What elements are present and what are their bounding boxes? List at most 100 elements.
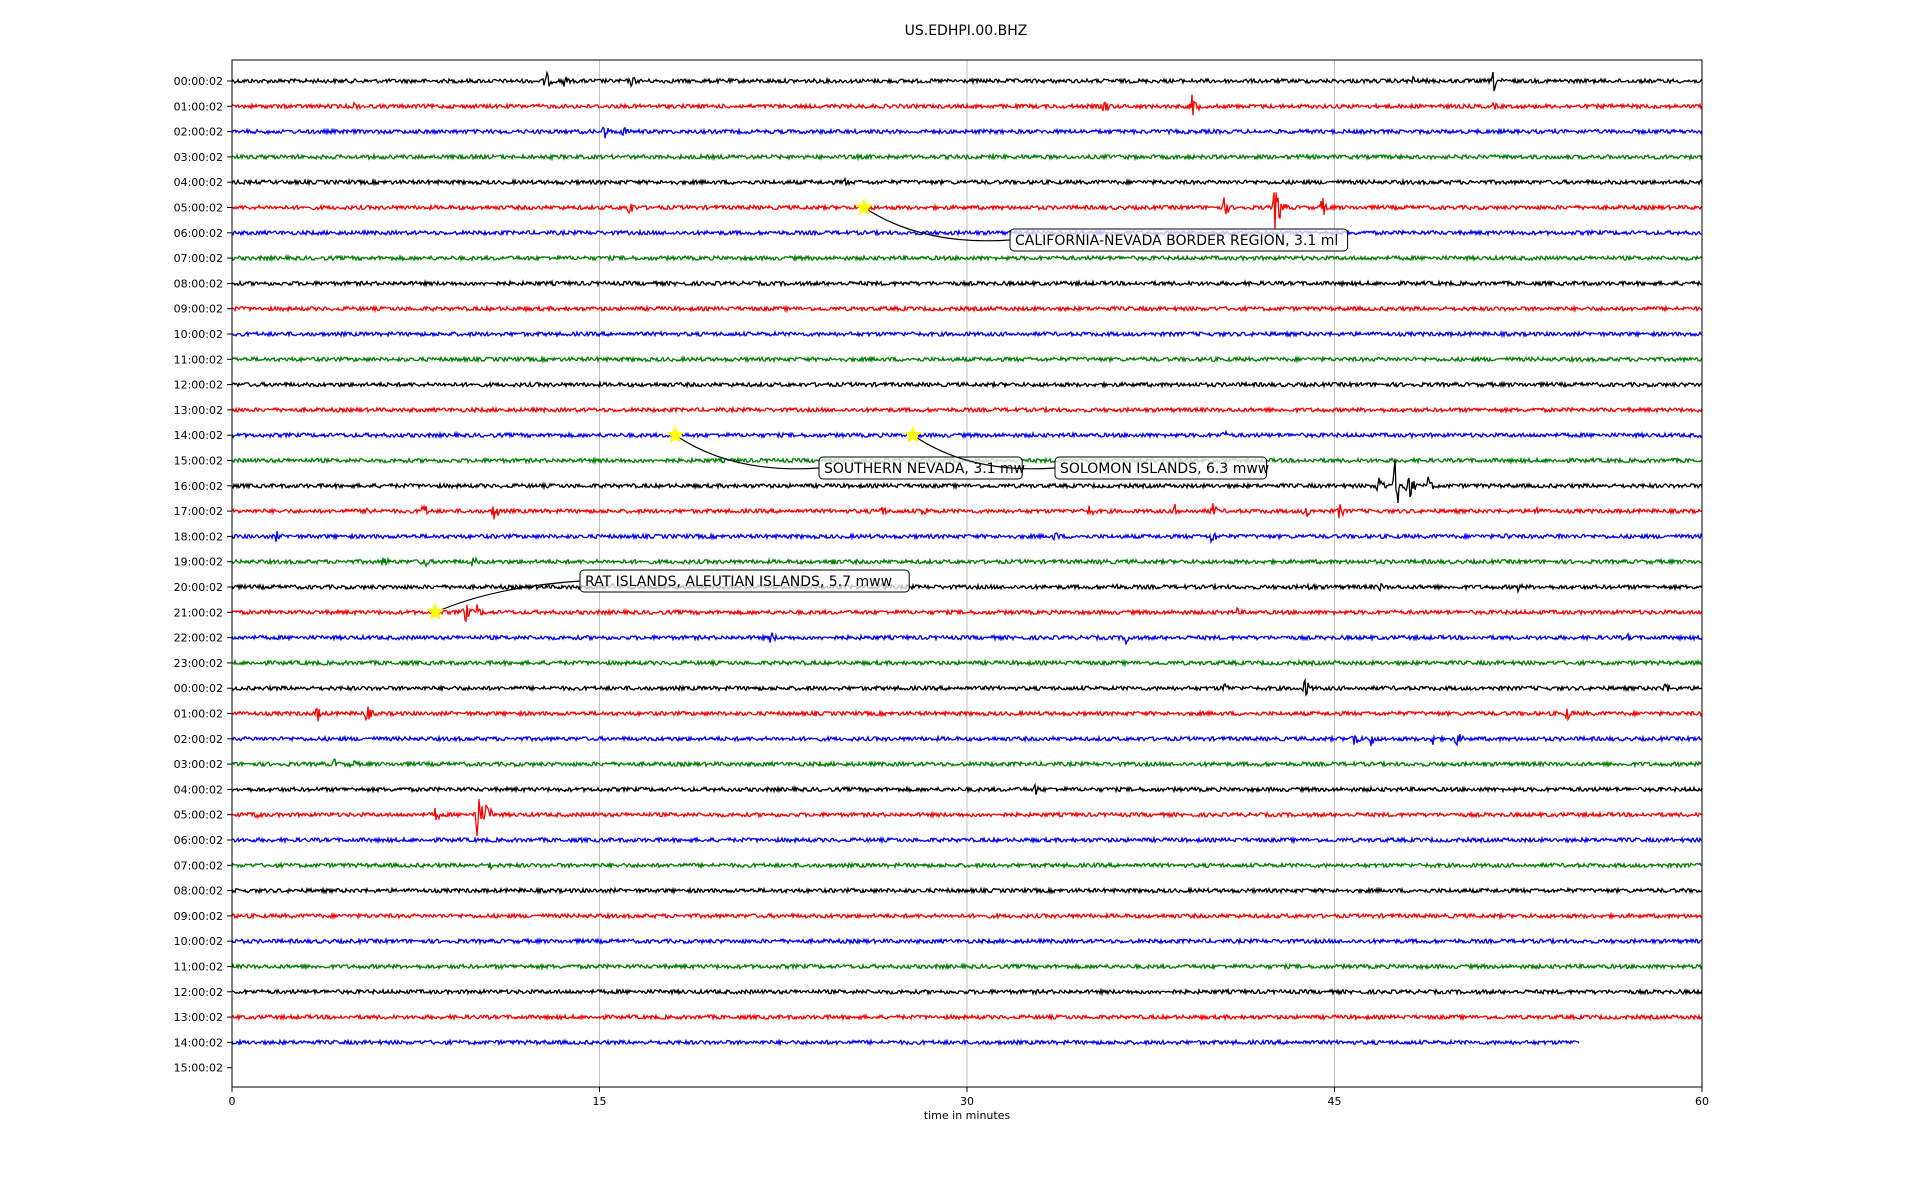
trace-line [231,782,1703,795]
row-label: 05:00:02 [174,809,223,822]
row-label: 13:00:02 [174,404,223,417]
trace-line [231,758,1703,769]
event-star-icon [426,602,445,621]
row-label: 00:00:02 [174,682,223,695]
row-label: 01:00:02 [174,100,223,113]
annotation-connector [863,206,1011,242]
x-axis-ticks: 0 15 30 45 60 [229,1087,1709,1108]
row-label: 00:00:02 [174,75,223,88]
trace-line [231,1038,1580,1047]
trace-line [231,126,1703,139]
row-label: 04:00:02 [174,176,223,189]
trace-line [231,176,1703,187]
row-label: 22:00:02 [174,632,223,645]
trace-line [231,329,1703,339]
trace-line [231,253,1703,263]
row-label: 18:00:02 [174,530,223,543]
x-tick-label: 30 [960,1095,974,1108]
row-label: 15:00:02 [174,455,223,468]
x-axis-label: time in minutes [924,1109,1011,1122]
trace-line [231,304,1703,314]
row-label: 19:00:02 [174,556,223,569]
row-label: 05:00:02 [174,202,223,215]
row-label: 09:00:02 [174,303,223,316]
row-label: 11:00:02 [174,353,223,366]
row-label: 02:00:02 [174,733,223,746]
row-label: 10:00:02 [174,328,223,341]
event-star-icon [854,197,874,216]
row-label: 23:00:02 [174,657,223,670]
row-label: 06:00:02 [174,834,223,847]
trace-line [232,798,1702,836]
row-label: 10:00:02 [174,935,223,948]
trace-line [231,530,1703,545]
annotation-box [1009,228,1349,252]
trace-line [231,677,1703,697]
row-label: 16:00:02 [174,480,223,493]
annotation-box [818,456,1023,480]
row-label: 08:00:02 [174,277,223,290]
row-label: 12:00:02 [174,379,223,392]
row-label: 02:00:02 [174,126,223,139]
trace-line [231,861,1703,871]
annotation-connector [912,434,1056,470]
annotation-label: RAT ISLANDS, ALEUTIAN ISLANDS, 5.7 mww [585,574,892,590]
event-star-icon [666,425,685,444]
row-label: 12:00:02 [174,986,223,999]
annotation-box [579,569,910,593]
row-label: 04:00:02 [174,783,223,796]
trace-line [231,380,1703,390]
trace-line [231,631,1703,645]
trace-line [231,604,1703,623]
trace-line [231,1012,1703,1022]
row-label: 21:00:02 [174,606,223,619]
trace-line [231,706,1703,722]
row-label: 03:00:02 [174,151,223,164]
x-tick-label: 60 [1695,1095,1709,1108]
row-label: 07:00:02 [174,859,223,872]
trace-line [231,734,1703,747]
trace-line [231,987,1703,997]
row-label: 14:00:02 [174,429,223,442]
row-label: 15:00:02 [174,1062,223,1075]
trace-line [231,886,1703,895]
trace-line [231,278,1703,288]
trace-line [231,835,1703,845]
trace-line [231,582,1703,594]
annotation-connector [675,434,820,470]
trace-line [231,70,1703,92]
trace-line [231,911,1703,921]
row-label: 08:00:02 [174,885,223,898]
chart-title: US.EDHPI.00.BHZ [905,23,1028,39]
trace-line [231,354,1703,364]
row-label: 11:00:02 [174,961,223,974]
trace-line [231,503,1703,520]
annotation-label: SOUTHERN NEVADA, 3.1 mw [824,461,1025,477]
row-label: 06:00:02 [174,227,223,240]
row-label: 03:00:02 [174,758,223,771]
trace-line [231,228,1703,238]
x-tick-label: 45 [1328,1095,1342,1108]
trace-line [231,94,1703,116]
annotation-connector [435,580,581,613]
row-label: 01:00:02 [174,708,223,721]
trace-line [231,936,1703,946]
annotation-label: SOLOMON ISLANDS, 6.3 mww [1060,461,1269,477]
trace-line [231,556,1703,568]
traces [231,70,1703,1047]
row-label: 14:00:02 [174,1036,223,1049]
trace-line [231,405,1703,415]
x-tick-label: 0 [229,1095,236,1108]
trace-line [231,460,1703,504]
trace-line [231,962,1703,971]
row-label: 20:00:02 [174,581,223,594]
event-star-icon [903,425,923,444]
row-labels: 00:00:02 01:00:02 02:00:02 03:00:02 04:00:02… [174,75,232,1075]
trace-line [231,192,1703,230]
event-annotations: CALIFORNIA-NEVADA BORDER REGION, 3.1 ml S… [426,197,1349,621]
annotation-label: CALIFORNIA-NEVADA BORDER REGION, 3.1 ml [1015,233,1338,249]
trace-line [231,658,1703,668]
row-label: 13:00:02 [174,1011,223,1024]
trace-line [231,429,1703,440]
